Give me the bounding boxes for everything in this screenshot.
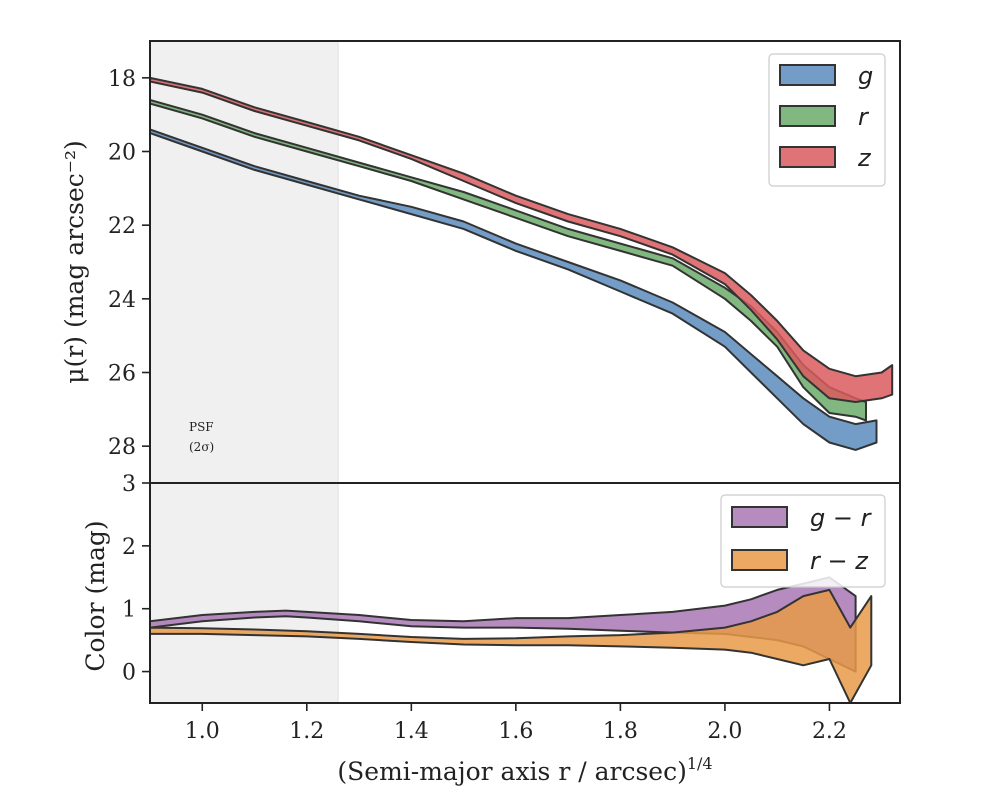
surface-brightness-bands: [150, 76, 894, 451]
y-tick-label: 1: [122, 598, 136, 623]
x-tick-label: 1.0: [185, 719, 220, 744]
y-tick-label: 22: [108, 214, 136, 239]
x-ticks: 1.0 1.2 1.4 1.6 1.8 2.0 2.2: [185, 703, 847, 744]
legend-swatch: [779, 105, 836, 127]
psf-region-top: [149, 40, 339, 484]
legend-label: g: [858, 62, 873, 90]
x-tick-label: 1.4: [394, 719, 429, 744]
band-rz: [150, 588, 873, 703]
x-tick-label: 1.8: [603, 719, 638, 744]
x-tick-label: 1.6: [498, 719, 533, 744]
bottom-y-axis-label: Color (mag): [81, 520, 110, 671]
x-tick-label: 2.2: [812, 719, 847, 744]
y-tick-label: 28: [108, 435, 136, 460]
legend-label: g − r: [810, 504, 873, 532]
y-tick-label: 20: [108, 141, 136, 166]
bottom-y-ticks: 0 1 2 3: [122, 472, 150, 686]
y-tick-label: 2: [122, 535, 136, 560]
top-y-ticks: 18 20 22 24 26 28: [108, 67, 150, 460]
band-z: [150, 76, 894, 403]
legend-label: z: [857, 144, 872, 172]
top-legend: grz: [768, 53, 886, 187]
y-tick-label: 3: [122, 472, 136, 497]
bottom-panel-frame: [149, 482, 901, 704]
color-bands: [150, 576, 873, 703]
y-tick-label: 26: [108, 362, 136, 387]
y-tick-label: 0: [122, 661, 136, 686]
psf-region-bottom: [149, 482, 339, 704]
x-axis-label: (Semi-major axis r / arcsec)1/4: [337, 754, 712, 786]
legend-swatch: [731, 549, 788, 571]
psf-sigma-label: (2σ): [189, 440, 214, 454]
band-g: [150, 128, 878, 451]
legend-swatch: [731, 506, 788, 528]
bottom-legend: g − r r − z: [720, 494, 886, 588]
band-r: [150, 98, 867, 422]
y-tick-label: 18: [108, 67, 136, 92]
x-tick-label: 2.0: [707, 719, 742, 744]
legend-swatch: [779, 64, 836, 86]
top-y-axis-label: μ(r) (mag arcsec⁻²): [60, 140, 89, 383]
psf-label: PSF: [189, 420, 214, 434]
x-tick-label: 1.2: [289, 719, 324, 744]
legend-swatch: [779, 146, 836, 168]
legend-label: r: [858, 103, 870, 131]
y-tick-label: 24: [108, 288, 136, 313]
legend-label: r − z: [810, 547, 869, 575]
